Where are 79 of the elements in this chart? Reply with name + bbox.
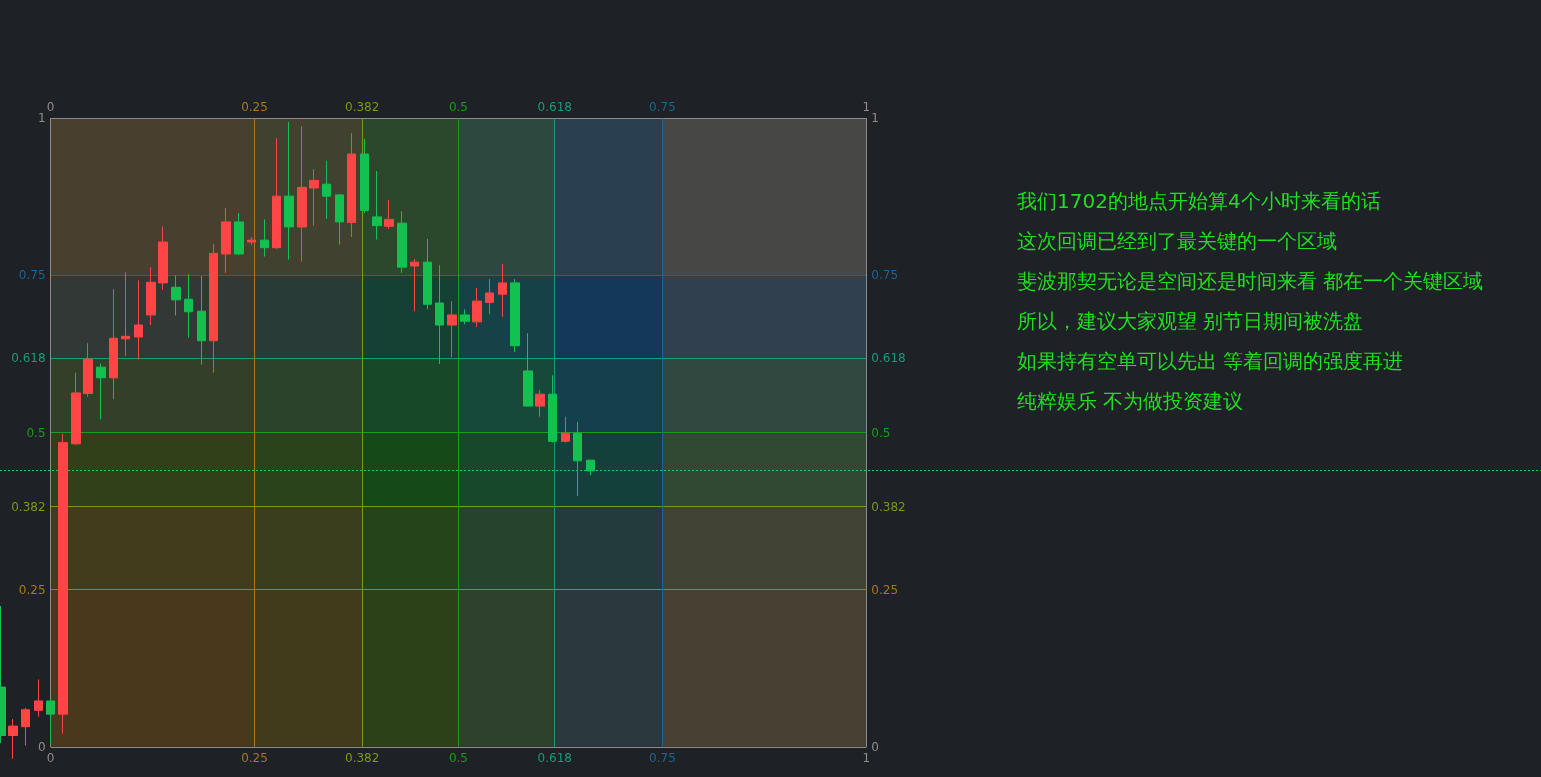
x2-tick-label: 0.25	[241, 100, 268, 115]
candlestick	[247, 236, 256, 246]
candlestick	[435, 264, 444, 365]
candlestick	[209, 243, 218, 374]
candlestick	[109, 288, 118, 400]
candlestick	[372, 170, 382, 241]
candlestick	[71, 372, 81, 446]
candlestick	[485, 278, 494, 315]
candlestick	[510, 278, 520, 353]
annotation: 我们1702的地点开始算4个小时来看的话	[1017, 189, 1381, 213]
candlestick	[297, 125, 307, 263]
candlestick	[397, 210, 407, 274]
y2-tick-label: 1	[871, 111, 879, 126]
candlestick	[548, 374, 557, 444]
y2-tick-label: 0.75	[871, 268, 899, 283]
x-tick-label: 0.618	[537, 750, 572, 765]
candlestick	[384, 199, 394, 230]
y-tick-label: 0	[37, 739, 46, 754]
annotation: 斐波那契无论是空间还是时间来看 都在一个关键区域	[1017, 269, 1484, 293]
candlestick	[523, 332, 533, 407]
candlestick	[221, 207, 231, 274]
candlestick	[83, 342, 93, 398]
candlestick	[535, 389, 545, 418]
x2-tick-label: 0.382	[345, 100, 380, 115]
y-tick-label: 1	[37, 111, 46, 126]
candlestick	[58, 433, 68, 735]
candlestick	[171, 274, 181, 317]
y2-tick-label: 0.5	[871, 425, 891, 440]
candlestick	[347, 132, 356, 238]
y-tick-label: 0.75	[18, 268, 46, 283]
x2-tick-label: 0.75	[649, 100, 676, 115]
x2-tick-label: 1	[862, 100, 871, 115]
y-tick-label: 0.25	[18, 582, 46, 597]
y-tick-label: 0.382	[11, 499, 46, 514]
candlestick	[234, 212, 244, 256]
candlestick	[335, 193, 344, 246]
candlestick	[34, 679, 43, 718]
candlestick	[561, 416, 570, 444]
candlestick	[423, 238, 432, 310]
candlestick	[260, 218, 269, 257]
candlestick	[121, 271, 130, 357]
candlestick	[309, 168, 319, 227]
candlestick	[197, 275, 206, 366]
candlestick	[184, 273, 193, 339]
y2-tick-label: 0.618	[871, 351, 906, 366]
candlestick	[21, 707, 30, 747]
x-tick-label: 0.75	[649, 750, 676, 765]
y-tick-label: 0.5	[26, 425, 46, 440]
candlestick	[272, 137, 281, 250]
candlestick	[284, 121, 294, 261]
candlestick	[46, 698, 55, 746]
candlestick	[158, 225, 168, 291]
x2-tick-label: 0.5	[448, 100, 469, 115]
x-tick-label: 0.382	[345, 750, 380, 765]
candlestick	[586, 459, 595, 476]
candlestick	[360, 138, 369, 214]
y2-tick-label: 0	[871, 739, 879, 754]
y-tick-label: 0.618	[11, 351, 46, 366]
annotation: 如果持有空单可以先出 等着回调的强度再进	[1017, 349, 1404, 373]
x-tick-label: 0.25	[241, 750, 268, 765]
candlestick	[146, 266, 156, 326]
x-tick-label: 0.5	[448, 750, 469, 765]
x2-tick-label: 0.618	[537, 100, 572, 115]
y2-tick-label: 0.25	[871, 582, 899, 597]
x-tick-label: 1	[862, 750, 871, 765]
annotation: 纯粹娱乐 不为做投资建议	[1017, 389, 1244, 413]
annotation: 这次回调已经到了最关键的一个区域	[1017, 229, 1337, 253]
annotation: 所以，建议大家观望 别节日期间被洗盘	[1017, 309, 1364, 333]
candlestick	[472, 287, 482, 328]
candlestick	[96, 362, 106, 420]
candlestick	[134, 279, 143, 361]
candlestick	[410, 258, 419, 312]
candlestick	[498, 263, 507, 318]
candlestick	[460, 308, 470, 325]
candlestick	[8, 718, 18, 760]
y2-tick-label: 0.382	[871, 499, 906, 514]
candlestick	[322, 160, 331, 220]
candlestick	[573, 421, 582, 497]
candlestick	[447, 300, 457, 358]
